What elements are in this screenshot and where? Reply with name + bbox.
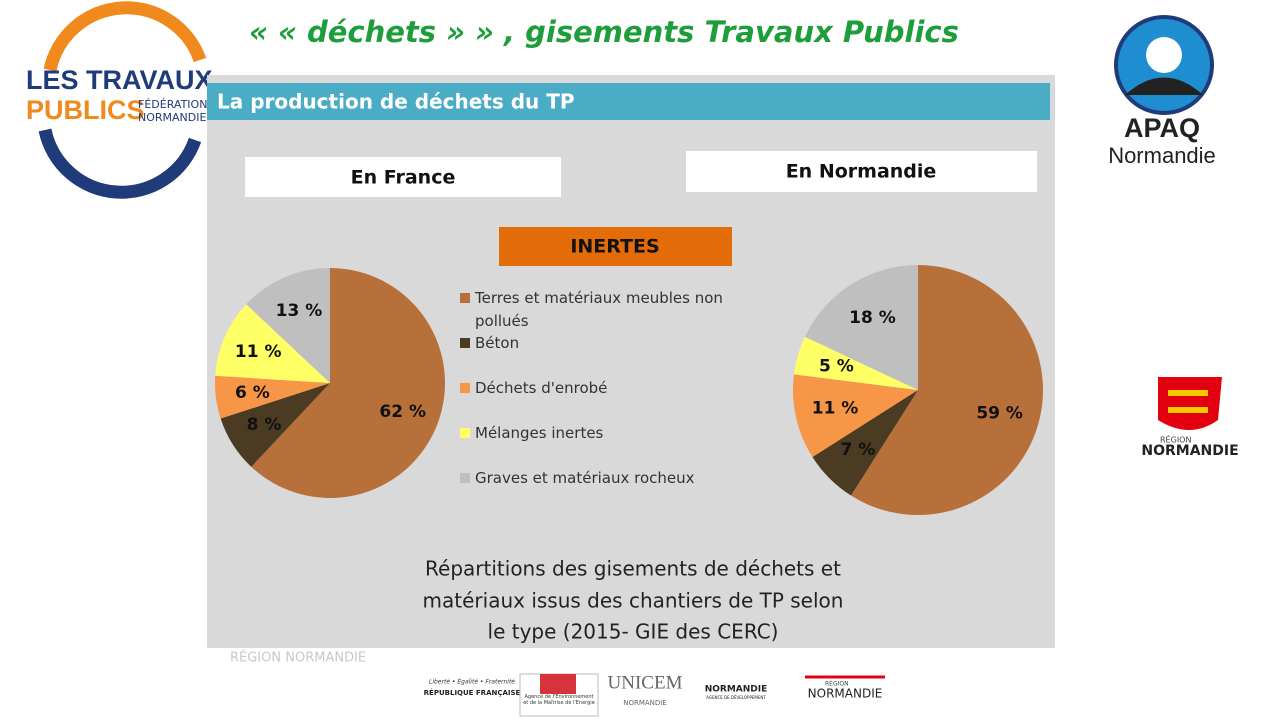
data-label: 62 % (379, 402, 426, 422)
data-label: 59 % (976, 404, 1023, 424)
data-label: 11 % (235, 342, 282, 362)
footer-frame: Agence de l'Environnement et de la Maîtr… (523, 694, 595, 706)
data-label: 5 % (819, 356, 854, 376)
panel-header (207, 83, 1050, 120)
pie-slice (220, 383, 330, 467)
logo-text: PUBLICS (26, 95, 145, 125)
pie-slice (214, 375, 330, 419)
logo-text: APAQ (1124, 113, 1200, 143)
logo-arc (38, 128, 202, 199)
caption: Répartitions des gisements de déchets et (425, 557, 841, 581)
chart-title-box (245, 157, 561, 197)
caption: le type (2015- GIE des CERC) (488, 620, 779, 644)
watermark: RÉGION NORMANDIE (230, 650, 366, 666)
pie-slice (793, 374, 918, 457)
logo-road (1125, 77, 1203, 95)
footer-text: Liberté • Égalité • Fraternité (429, 678, 515, 686)
footer-text: AGENCE DE DÉVELOPPEMENT (706, 695, 766, 700)
legend-swatch (460, 428, 470, 438)
data-label: 6 % (235, 383, 270, 403)
legend-swatch (460, 383, 470, 393)
category-box (499, 227, 732, 266)
footer-text: UNICEM (608, 672, 683, 693)
footer-text: NORMANDIE (808, 687, 883, 701)
legend-label: Béton (475, 334, 520, 352)
pie-slice (793, 336, 918, 390)
legend-swatch (460, 293, 470, 303)
logo-circle (1146, 37, 1182, 73)
chart-title: En Normandie (786, 161, 937, 183)
logo-shield (1158, 377, 1222, 430)
category-label: INERTES (570, 236, 659, 258)
legend-label: Terres et matériaux meubles non pollués (475, 289, 723, 330)
data-label: 18 % (849, 308, 896, 328)
footer-text: Agence de l'Environnement et de la Maîtr… (523, 694, 595, 706)
logo-arc (43, 1, 207, 72)
legend-label: Graves et matériaux rocheux (475, 469, 695, 487)
logo-text: Normandie (1108, 143, 1216, 168)
chart-title: En France (351, 167, 456, 189)
legend-swatch (460, 473, 470, 483)
legend-swatch (460, 338, 470, 348)
logo-text: LES TRAVAUX (26, 65, 213, 95)
slide-title: « « déchets » » , gisements Travaux Publ… (249, 15, 959, 49)
footer-text: RÉGION (825, 680, 849, 688)
data-label: 11 % (812, 399, 859, 419)
logo-text: FÉDÉRATION (138, 98, 207, 111)
data-label: 8 % (247, 415, 282, 435)
footer-logo (540, 674, 576, 694)
pie-slice (251, 268, 445, 499)
footer-text: NORMANDIE (623, 699, 667, 707)
pie-slice (812, 390, 918, 496)
data-label: 13 % (276, 301, 323, 321)
pie-slice (246, 268, 330, 383)
panel-heading: La production de déchets du TP (217, 90, 575, 114)
legend-label: Mélanges inertes (475, 424, 604, 442)
pie-slice (215, 304, 330, 383)
logo-text: RÉGION (1160, 434, 1191, 445)
chart-title-box (686, 151, 1037, 192)
footer-text: NORMANDIE (705, 685, 768, 695)
data-label: 7 % (841, 440, 876, 460)
logo-text: NORMANDIE (138, 111, 206, 124)
legend-label: Déchets d'enrobé (475, 379, 608, 397)
footer-text: RÉPUBLIQUE FRANÇAISE (424, 688, 521, 697)
pie-slice (851, 265, 1044, 515)
pie-slice (804, 265, 918, 390)
logo-text: NORMANDIE (1141, 443, 1238, 459)
logo-lions (1168, 390, 1208, 413)
caption: matériaux issus des chantiers de TP selo… (423, 589, 844, 613)
